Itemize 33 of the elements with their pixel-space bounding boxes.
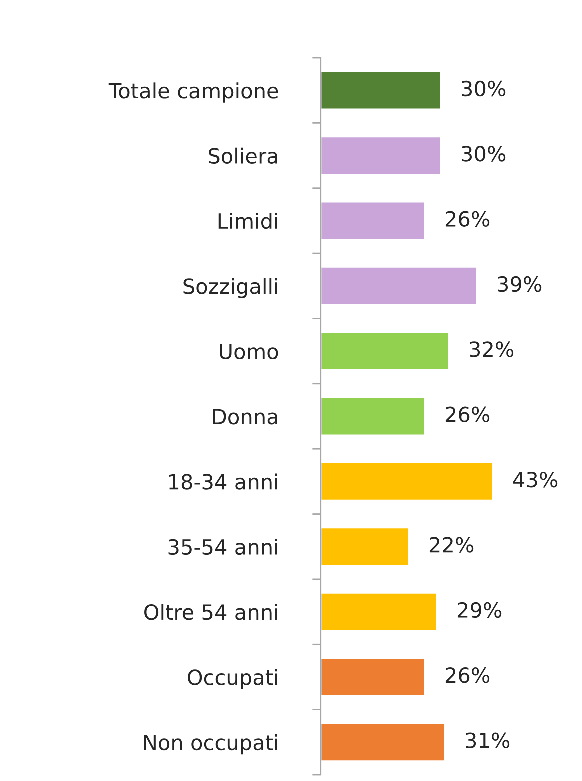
data-label: 39% — [498, 276, 542, 292]
y-tick-label: Occupati — [188, 669, 278, 690]
bar — [321, 658, 426, 697]
bar — [321, 722, 446, 762]
bar — [321, 70, 442, 110]
data-label: 26% — [446, 406, 490, 423]
data-label: 26% — [446, 211, 490, 227]
data-label: 32% — [470, 342, 514, 358]
data-label: 30% — [462, 146, 506, 162]
y-tick-label: Sozzigalli — [184, 278, 278, 298]
bar — [321, 332, 450, 371]
data-label: 26% — [446, 668, 490, 684]
data-label: 22% — [430, 537, 474, 553]
y-tick-label: Donna — [213, 409, 278, 425]
data-label: 29% — [458, 602, 502, 618]
y-tick-label: 18-34 anni — [170, 474, 278, 490]
y-tick-label: Non occupati — [144, 734, 278, 755]
y-tick-label: Oltre 54 anni — [144, 604, 278, 620]
data-label: 43% — [513, 472, 558, 488]
bar — [321, 396, 426, 436]
data-label: 30% — [462, 80, 506, 97]
y-tick-label: 35-54 anni — [168, 538, 278, 556]
bar — [321, 136, 442, 176]
bar — [321, 462, 494, 502]
y-tick-label: Totale campione — [108, 82, 278, 103]
y-tick-label: Limidi — [218, 213, 278, 230]
bar — [321, 527, 410, 566]
bar — [321, 592, 438, 632]
y-tick-label: Uomo — [220, 344, 278, 360]
bar — [321, 201, 426, 241]
y-tick-label: Soliera — [209, 148, 278, 164]
bar — [321, 266, 478, 306]
data-label: 31% — [466, 732, 510, 748]
